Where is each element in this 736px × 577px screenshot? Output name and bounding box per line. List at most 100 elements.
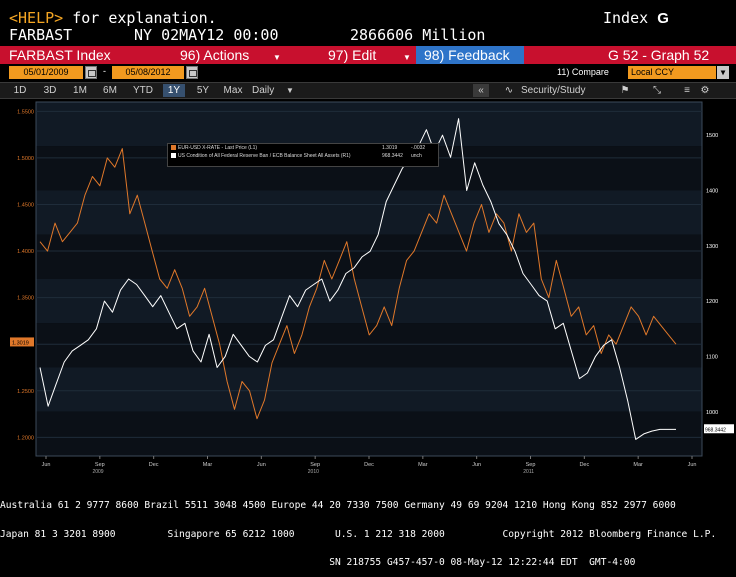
calendar-icon[interactable] xyxy=(85,66,97,79)
plot-band xyxy=(36,367,702,412)
bloomberg-g-icon: G xyxy=(657,10,669,27)
edit-dropdown-icon[interactable]: ▼ xyxy=(403,53,411,62)
left-tick-label: 1.2500 xyxy=(17,389,34,395)
start-date-field[interactable]: 05/01/2009 xyxy=(9,66,83,79)
legend-swatch xyxy=(171,145,176,151)
balance-sheet-line xyxy=(39,118,676,440)
annotate-icon[interactable]: ⚑ xyxy=(620,85,630,96)
x-tick-label: Jun xyxy=(257,462,266,468)
chevron-down-icon[interactable]: ▼ xyxy=(717,66,729,79)
x-tick-label: Mar xyxy=(633,462,643,468)
datetime-label: NY 02MAY12 00:00 xyxy=(134,26,279,44)
legend-change: unch xyxy=(411,153,422,159)
chart-legend: EUR-USD X-RATE - Last Price (L1) 1.3019 … xyxy=(167,143,439,167)
current-right-value: 968.3442 xyxy=(705,427,726,433)
legend-row: EUR-USD X-RATE - Last Price (L1) 1.3019 … xyxy=(168,144,438,152)
legend-row: US Condition of All Federal Reserve Ban … xyxy=(168,152,438,160)
date-separator: - xyxy=(103,66,106,76)
index-label: Index xyxy=(603,9,649,27)
x-tick-label: Sep xyxy=(526,462,536,468)
edit-menu[interactable]: 97) Edit xyxy=(328,47,377,63)
year-label: 2011 xyxy=(523,469,534,475)
feedback-label: 98) Feedback xyxy=(424,47,510,63)
price-chart[interactable]: 1.55001.50001.45001.40001.35001.30001.25… xyxy=(0,98,736,480)
list-icon[interactable]: ≡ xyxy=(684,85,690,96)
plot-band xyxy=(36,102,702,147)
range-5y-button[interactable]: 5Y xyxy=(196,85,210,96)
plot-band xyxy=(36,411,702,456)
right-tick-label: 1000 xyxy=(706,410,718,416)
security-type: Index G xyxy=(603,9,669,28)
security-study-button[interactable]: Security/Study xyxy=(521,85,586,96)
graph-label: G 52 - Graph 52 xyxy=(608,47,710,63)
x-tick-label: Jun xyxy=(42,462,51,468)
footer-line: SN 218755 G457-457-0 08-May-12 12:22:44 … xyxy=(0,557,636,568)
year-label: 2010 xyxy=(308,469,319,475)
current-left-tag xyxy=(10,337,34,347)
line-chart-icon[interactable]: ∿ xyxy=(504,85,514,96)
calendar-icon[interactable] xyxy=(186,66,198,79)
x-tick-label: Jun xyxy=(472,462,481,468)
plot-band xyxy=(36,323,702,368)
collapse-left-icon[interactable]: « xyxy=(473,84,489,97)
legend-last-value: 968.3442 xyxy=(382,153,403,159)
compare-button[interactable]: 11) Compare xyxy=(557,67,609,77)
current-left-value: 1.3019 xyxy=(12,340,29,346)
plot-band xyxy=(36,279,702,324)
x-tick-label: Dec xyxy=(149,462,159,468)
frequency-select[interactable]: Daily xyxy=(252,85,275,96)
chevron-down-icon[interactable]: ▼ xyxy=(286,86,294,95)
legend-last-value: 1.3019 xyxy=(382,145,398,151)
left-tick-label: 1.3500 xyxy=(17,296,34,302)
plot-band xyxy=(36,234,702,279)
footer-line: Australia 61 2 9777 8600 Brazil 5511 304… xyxy=(0,500,676,511)
left-tick-label: 1.5000 xyxy=(17,156,34,162)
range-max-button[interactable]: Max xyxy=(223,85,243,96)
range-1y-button[interactable]: 1Y xyxy=(163,84,185,97)
year-label: 2009 xyxy=(92,469,103,475)
x-tick-label: Mar xyxy=(203,462,213,468)
left-tick-label: 1.4000 xyxy=(17,249,34,255)
menu-title: FARBAST Index xyxy=(9,47,111,63)
legend-series-name: EUR-USD X-RATE - Last Price (L1) xyxy=(178,145,258,151)
actions-menu[interactable]: 96) Actions xyxy=(180,47,250,63)
legend-swatch xyxy=(171,153,176,159)
menu-bar: FARBAST Index 96) Actions ▼ 97) Edit ▼ G… xyxy=(0,46,736,64)
plot-band xyxy=(36,190,702,235)
legend-series-name: US Condition of All Federal Reserve Ban … xyxy=(178,153,351,159)
eurusd-line xyxy=(39,148,677,420)
range-ytd-button[interactable]: YTD xyxy=(133,85,153,96)
left-tick-label: 1.2000 xyxy=(17,435,34,441)
x-tick-label: Jun xyxy=(688,462,697,468)
x-tick-label: Mar xyxy=(418,462,428,468)
actions-dropdown-icon[interactable]: ▼ xyxy=(273,53,281,62)
footer: Australia 61 2 9777 8600 Brazil 5511 304… xyxy=(0,482,736,577)
right-tick-label: 1100 xyxy=(706,354,718,360)
legend-change: -.0032 xyxy=(411,145,426,151)
x-tick-label: Sep xyxy=(310,462,320,468)
footer-line: Japan 81 3 3201 8900 Singapore 65 6212 1… xyxy=(0,528,717,540)
right-tick-label: 1300 xyxy=(706,244,718,250)
gear-icon[interactable]: ⚙ xyxy=(700,85,710,96)
range-3d-button[interactable]: 3D xyxy=(43,85,57,96)
range-toolbar: 1D 3D 1M 6M YTD 1Y 5Y Max Daily ▼ « ∿ Se… xyxy=(0,82,736,99)
right-tick-label: 1200 xyxy=(706,299,718,305)
range-1m-button[interactable]: 1M xyxy=(73,85,87,96)
right-tick-label: 1400 xyxy=(706,189,718,195)
range-6m-button[interactable]: 6M xyxy=(103,85,117,96)
value-label: 2866606 Million xyxy=(350,26,486,44)
zoom-icon[interactable]: ⤡ xyxy=(653,85,661,96)
current-right-tag xyxy=(704,424,734,434)
help-line: <HELP> for explanation. xyxy=(9,10,217,27)
x-tick-label: Dec xyxy=(364,462,374,468)
help-key[interactable]: <HELP> xyxy=(9,9,64,27)
help-text: for explanation. xyxy=(63,9,217,27)
range-1d-button[interactable]: 1D xyxy=(13,85,27,96)
left-tick-label: 1.5500 xyxy=(17,109,34,115)
feedback-button[interactable]: 98) Feedback xyxy=(416,46,524,64)
right-tick-label: 1500 xyxy=(706,133,718,139)
x-tick-label: Sep xyxy=(95,462,105,468)
end-date-field[interactable]: 05/08/2012 xyxy=(112,66,184,79)
currency-select[interactable]: Local CCY xyxy=(628,66,716,79)
x-tick-label: Dec xyxy=(579,462,589,468)
